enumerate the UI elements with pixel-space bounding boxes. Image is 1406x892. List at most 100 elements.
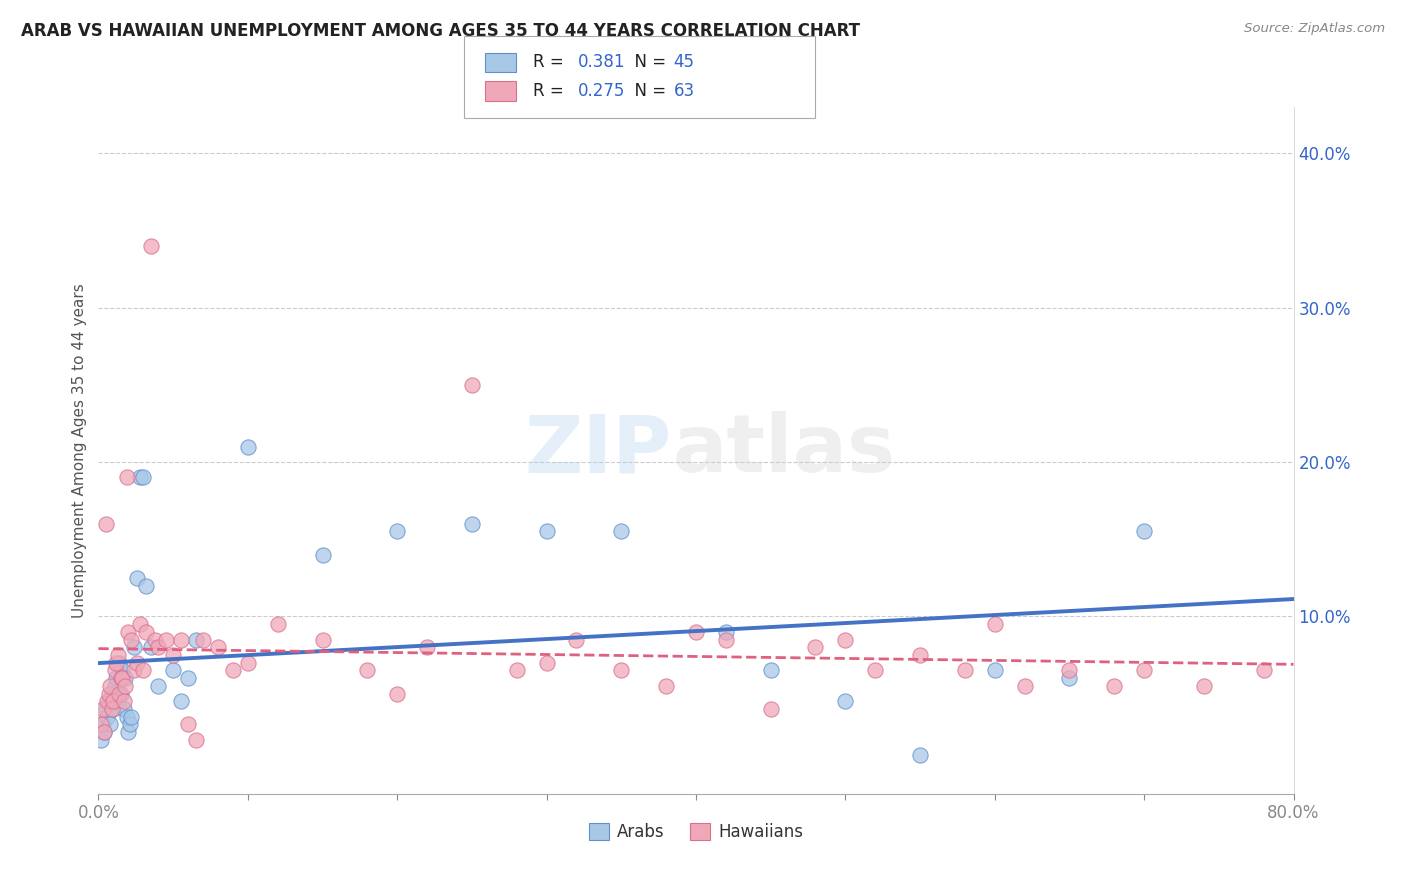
Point xyxy=(236,440,259,454)
Point xyxy=(356,664,378,678)
Point xyxy=(91,702,114,716)
Point xyxy=(93,725,115,739)
Point xyxy=(177,671,200,685)
Point xyxy=(110,687,132,701)
Point xyxy=(714,624,737,639)
Point xyxy=(135,578,157,592)
Point xyxy=(112,702,135,716)
Point xyxy=(162,648,184,662)
Text: Source: ZipAtlas.com: Source: ZipAtlas.com xyxy=(1244,22,1385,36)
Text: 0.381: 0.381 xyxy=(578,54,626,71)
Point xyxy=(112,694,135,708)
Point xyxy=(120,632,142,647)
Legend: Arabs, Hawaiians: Arabs, Hawaiians xyxy=(582,816,810,847)
Point xyxy=(124,640,146,655)
Point xyxy=(565,632,588,647)
Point xyxy=(461,516,484,531)
Point xyxy=(222,664,245,678)
Text: R =: R = xyxy=(533,82,569,100)
Point xyxy=(97,687,120,701)
Point xyxy=(104,664,127,678)
Point xyxy=(98,679,122,693)
Point xyxy=(236,656,259,670)
Point xyxy=(506,664,529,678)
Point xyxy=(908,748,931,763)
Point xyxy=(385,687,409,701)
Point xyxy=(111,664,134,678)
Point xyxy=(953,664,976,678)
Point xyxy=(655,679,678,693)
Point xyxy=(155,632,177,647)
Point xyxy=(117,725,139,739)
Point xyxy=(162,664,184,678)
Point xyxy=(191,632,214,647)
Point xyxy=(385,524,409,539)
Point xyxy=(908,648,931,662)
Text: atlas: atlas xyxy=(672,411,896,490)
Point xyxy=(105,656,128,670)
Point xyxy=(834,694,856,708)
Point xyxy=(1192,679,1215,693)
Point xyxy=(461,377,484,392)
Point xyxy=(143,632,166,647)
Point xyxy=(139,239,162,253)
Point xyxy=(536,656,558,670)
Point xyxy=(311,632,333,647)
Text: 63: 63 xyxy=(673,82,695,100)
Point xyxy=(114,679,136,693)
Point xyxy=(685,624,707,639)
Point xyxy=(311,548,333,562)
Point xyxy=(714,632,737,647)
Point xyxy=(804,640,827,655)
Point xyxy=(98,717,122,731)
Point xyxy=(115,709,138,723)
Point xyxy=(108,656,131,670)
Point xyxy=(90,717,112,731)
Point xyxy=(610,664,633,678)
Text: ZIP: ZIP xyxy=(524,411,672,490)
Point xyxy=(94,702,117,716)
Point xyxy=(1014,679,1036,693)
Point xyxy=(93,725,115,739)
Point xyxy=(94,516,117,531)
Point xyxy=(184,632,207,647)
Point xyxy=(1059,671,1081,685)
Point xyxy=(105,671,128,685)
Point xyxy=(120,709,142,723)
Point xyxy=(984,664,1007,678)
Point xyxy=(111,671,134,685)
Point xyxy=(129,470,152,484)
Point xyxy=(110,671,132,685)
Text: ARAB VS HAWAIIAN UNEMPLOYMENT AMONG AGES 35 TO 44 YEARS CORRELATION CHART: ARAB VS HAWAIIAN UNEMPLOYMENT AMONG AGES… xyxy=(21,22,860,40)
Point xyxy=(135,624,157,639)
Point xyxy=(90,732,112,747)
Point xyxy=(1133,664,1156,678)
Point xyxy=(127,571,149,585)
Point xyxy=(132,470,155,484)
Point xyxy=(91,717,114,731)
Point xyxy=(115,470,138,484)
Point xyxy=(148,679,170,693)
Point xyxy=(101,702,124,716)
Text: N =: N = xyxy=(624,54,672,71)
Point xyxy=(177,717,200,731)
Point xyxy=(97,694,120,708)
Point xyxy=(1253,664,1275,678)
Point xyxy=(536,524,558,539)
Point xyxy=(132,664,155,678)
Y-axis label: Unemployment Among Ages 35 to 44 years: Unemployment Among Ages 35 to 44 years xyxy=(72,283,87,618)
Point xyxy=(416,640,439,655)
Point xyxy=(124,664,146,678)
Point xyxy=(207,640,229,655)
Point xyxy=(984,617,1007,632)
Point xyxy=(169,694,191,708)
Point xyxy=(114,671,136,685)
Point xyxy=(1059,664,1081,678)
Point xyxy=(169,632,191,647)
Point xyxy=(865,664,887,678)
Point xyxy=(129,617,152,632)
Point xyxy=(759,664,782,678)
Point xyxy=(107,648,129,662)
Point xyxy=(117,624,139,639)
Point xyxy=(101,687,124,701)
